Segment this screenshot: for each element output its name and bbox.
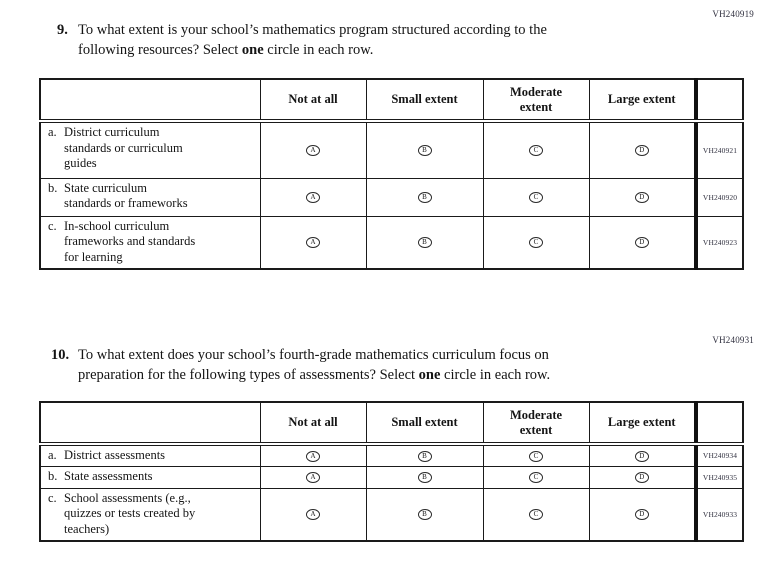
row-prefix: c. xyxy=(48,490,57,505)
column-header-moderate-extent: Moderate extent xyxy=(482,401,590,446)
answer-bubble-small-extent[interactable]: B xyxy=(417,145,432,157)
answer-bubble-moderate-extent[interactable]: C xyxy=(529,145,543,157)
column-header-small-extent: Small extent xyxy=(365,401,484,446)
answer-bubble-moderate-extent[interactable]: C xyxy=(529,237,543,249)
question-9-text: To what extent is your school’s mathemat… xyxy=(78,20,678,60)
answer-bubble-large-extent[interactable]: D xyxy=(634,237,649,249)
table-row-b: b. State assessments A B C D VH240935 xyxy=(39,465,744,489)
row-code: VH240934 xyxy=(694,443,744,467)
column-header-not-at-all: Not at all xyxy=(259,401,367,446)
question-9-response-table: Not at all Small extent Moderate extent … xyxy=(39,78,744,270)
question-9-line2: following resources? Select one circle i… xyxy=(78,42,374,58)
answer-bubble-moderate-extent[interactable]: C xyxy=(529,471,543,483)
column-header-moderate-extent: Moderate extent xyxy=(482,78,590,123)
row-label: b. State curriculum standards or framewo… xyxy=(48,180,188,211)
row-label: a. District assessments xyxy=(48,448,166,462)
question-10-line2: preparation for the following types of a… xyxy=(78,367,551,383)
question-10-admin-code: VH240931 xyxy=(712,335,754,345)
answer-bubble-moderate-extent[interactable]: C xyxy=(529,509,543,521)
question-10-number: 10. xyxy=(51,347,70,363)
header-row: Not at all Small extent Moderate extent … xyxy=(39,78,744,123)
row-prefix: c. xyxy=(48,218,57,233)
answer-bubble-not-at-all[interactable]: A xyxy=(306,191,320,203)
question-10-line1: To what extent does your school’s fourth… xyxy=(78,347,549,363)
table-row-c: c. In-school curriculum frameworks and s… xyxy=(39,215,744,270)
row-code: VH240920 xyxy=(694,177,744,217)
answer-bubble-small-extent[interactable]: B xyxy=(417,450,432,462)
row-code: VH240923 xyxy=(694,215,744,270)
answer-bubble-moderate-extent[interactable]: C xyxy=(529,450,543,462)
column-header-empty xyxy=(39,78,261,123)
row-label: b. State assessments xyxy=(48,468,153,483)
row-label: c. In-school curriculum frameworks and s… xyxy=(48,218,196,264)
column-header-large-extent: Large extent xyxy=(588,78,697,123)
column-header-small-extent: Small extent xyxy=(365,78,484,123)
answer-bubble-large-extent[interactable]: D xyxy=(634,145,649,157)
answer-bubble-not-at-all[interactable]: A xyxy=(306,145,320,157)
answer-bubble-large-extent[interactable]: D xyxy=(634,471,649,483)
answer-bubble-not-at-all[interactable]: A xyxy=(306,471,320,483)
header-row: Not at all Small extent Moderate extent … xyxy=(39,401,744,446)
question-9-line1: To what extent is your school’s mathemat… xyxy=(78,22,547,38)
column-header-code xyxy=(694,78,744,123)
answer-bubble-large-extent[interactable]: D xyxy=(634,191,649,203)
row-prefix: a. xyxy=(48,448,57,462)
answer-bubble-not-at-all[interactable]: A xyxy=(306,450,320,462)
table-row-b: b. State curriculum standards or framewo… xyxy=(39,177,744,217)
question-9-admin-code: VH240919 xyxy=(712,9,754,19)
column-header-large-extent: Large extent xyxy=(588,401,697,446)
answer-bubble-not-at-all[interactable]: A xyxy=(306,237,320,249)
question-9-number: 9. xyxy=(57,22,68,38)
answer-bubble-large-extent[interactable]: D xyxy=(634,509,649,521)
table-row-a: a. District assessments A B C D VH240934 xyxy=(39,443,744,467)
answer-bubble-small-extent[interactable]: B xyxy=(417,191,432,203)
row-code: VH240921 xyxy=(694,120,744,179)
question-9: 9. To what extent is your school’s mathe… xyxy=(0,20,768,60)
question-10-text: To what extent does your school’s fourth… xyxy=(78,345,678,385)
answer-bubble-small-extent[interactable]: B xyxy=(417,471,432,483)
row-prefix: b. xyxy=(48,468,58,483)
answer-bubble-large-extent[interactable]: D xyxy=(634,450,649,462)
row-label: a. District curriculum standards or curr… xyxy=(48,125,183,170)
question-10: 10. To what extent does your school’s fo… xyxy=(0,345,768,385)
table-row-a: a. District curriculum standards or curr… xyxy=(39,120,744,179)
answer-bubble-not-at-all[interactable]: A xyxy=(306,509,320,521)
question-10-response-table: Not at all Small extent Moderate extent … xyxy=(39,401,744,542)
row-prefix: a. xyxy=(48,125,57,139)
row-code: VH240935 xyxy=(694,465,744,489)
answer-bubble-moderate-extent[interactable]: C xyxy=(529,191,543,203)
bold-one: one xyxy=(241,42,264,58)
bold-one: one xyxy=(418,367,441,383)
row-code: VH240933 xyxy=(694,487,744,542)
table-row-c: c. School assessments (e.g., quizzes or … xyxy=(39,487,744,542)
column-header-code xyxy=(694,401,744,446)
column-header-not-at-all: Not at all xyxy=(259,78,367,123)
row-label: c. School assessments (e.g., quizzes or … xyxy=(48,490,196,536)
column-header-empty xyxy=(39,401,261,446)
row-prefix: b. xyxy=(48,180,58,195)
answer-bubble-small-extent[interactable]: B xyxy=(417,237,432,249)
answer-bubble-small-extent[interactable]: B xyxy=(417,509,432,521)
